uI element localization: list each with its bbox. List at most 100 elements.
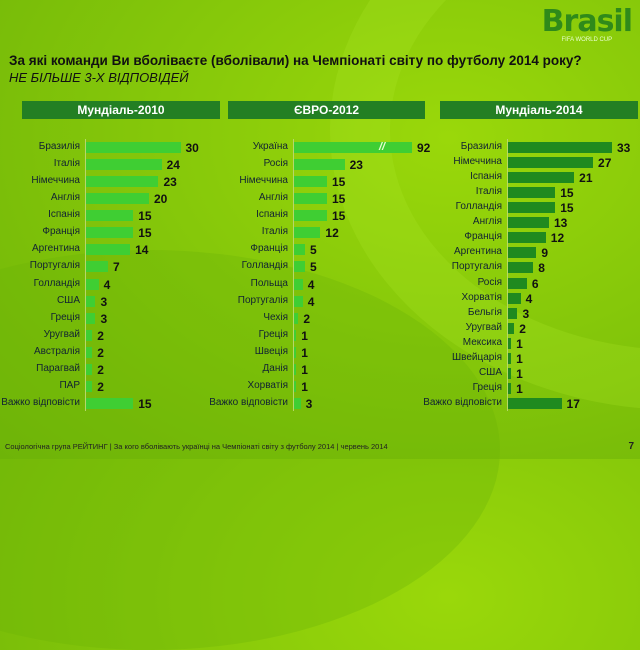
footer: Соціологічна група РЕЙТИНГ | За кого вбо… (5, 442, 388, 451)
question-title: За які команди Ви вболіваєте (вболівали)… (9, 53, 582, 68)
value-label: 2 (97, 362, 104, 377)
value-label: 7 (113, 260, 120, 275)
category-label: Чехія (263, 311, 288, 323)
bar (508, 398, 562, 409)
value-label: 15 (560, 201, 574, 216)
bar (294, 261, 305, 273)
category-label: Австралія (33, 345, 80, 357)
axis-line (293, 139, 294, 411)
bar (86, 312, 96, 324)
category-label: Парагвай (36, 362, 80, 374)
category-label: Польща (250, 277, 288, 289)
brasil-logo: Brasil FIFA WORLD CUP (542, 4, 633, 43)
category-label: Франція (42, 226, 80, 238)
category-label: Франція (250, 243, 288, 255)
value-label: 5 (310, 260, 317, 275)
bar (508, 217, 549, 229)
value-label: 12 (325, 226, 339, 241)
bar (294, 142, 412, 153)
category-label: Італія (53, 158, 80, 170)
value-label: 3 (305, 397, 313, 411)
category-label: Португалія (29, 260, 80, 272)
bar (508, 337, 512, 349)
value-label: 33 (616, 141, 631, 155)
bar (86, 176, 159, 188)
category-label: Португалія (451, 261, 502, 273)
category-label: Англія (258, 192, 288, 204)
bar (86, 346, 93, 358)
value-label: 1 (516, 336, 523, 351)
bar (86, 295, 96, 307)
axis-line (85, 139, 86, 411)
value-label: 12 (550, 231, 565, 246)
value-label: 1 (301, 379, 308, 394)
category-label: США (56, 294, 80, 306)
category-label: Росія (263, 158, 288, 170)
value-label: 9 (541, 246, 549, 261)
bar (508, 262, 534, 274)
category-label: Аргентина (32, 243, 80, 255)
value-label: 15 (138, 209, 152, 224)
category-label: Греція (472, 381, 502, 393)
bar (294, 278, 303, 290)
category-label: Хорватія (247, 379, 288, 391)
value-label: 1 (516, 381, 523, 396)
bar (294, 295, 303, 307)
category-label: Голландія (33, 277, 80, 289)
logo-subtitle: FIFA WORLD CUP (561, 37, 613, 43)
value-label: 1 (516, 351, 523, 366)
value-label: 1 (516, 366, 523, 381)
bar (508, 247, 537, 259)
value-label: 15 (138, 397, 152, 411)
category-label: Україна (252, 141, 288, 152)
category-label: ПАР (59, 379, 80, 391)
axis-break-mark: // (379, 141, 386, 153)
value-label: 13 (553, 216, 568, 231)
bar (86, 363, 93, 375)
category-label: Франція (464, 231, 502, 243)
value-label: 15 (332, 192, 346, 207)
value-label: 15 (560, 186, 574, 201)
bar (508, 157, 594, 169)
bar (508, 292, 521, 304)
category-label: Аргентина (454, 246, 502, 258)
value-label: 3 (522, 306, 530, 321)
category-label: Англія (472, 216, 502, 228)
bar (508, 322, 515, 334)
bar (508, 142, 612, 153)
bar (86, 380, 93, 392)
panel-title: ЄВРО-2012 (228, 101, 425, 119)
category-label: Росія (477, 276, 502, 288)
value-label: 2 (97, 379, 104, 394)
bar (86, 261, 109, 273)
bar (508, 172, 575, 184)
bar (508, 232, 546, 244)
category-label: Англія (50, 192, 80, 204)
value-label: 20 (154, 192, 168, 207)
category-label: США (478, 366, 502, 378)
category-label: Португалія (237, 294, 288, 306)
value-label: 2 (519, 321, 526, 336)
category-label: Бразилія (460, 141, 502, 152)
value-label: 4 (525, 291, 533, 306)
category-label: Італія (475, 186, 502, 198)
category-label: Голландія (455, 201, 502, 213)
value-label: 4 (307, 294, 315, 309)
bar (86, 193, 149, 205)
value-label: 3 (100, 311, 108, 326)
value-label: 92 (417, 141, 431, 155)
category-label: Іспанія (470, 171, 502, 183)
value-label: 21 (579, 171, 593, 186)
category-label: Греція (50, 311, 80, 323)
bar (86, 329, 93, 341)
bar (508, 307, 518, 319)
value-label: 15 (138, 226, 152, 241)
bar (294, 193, 327, 205)
bar (86, 227, 134, 239)
category-label: Голландія (241, 260, 288, 272)
category-label: Мексика (462, 336, 502, 348)
bar (86, 210, 134, 222)
bar (86, 159, 162, 171)
axis-line (507, 139, 508, 411)
value-label: 27 (598, 156, 612, 171)
